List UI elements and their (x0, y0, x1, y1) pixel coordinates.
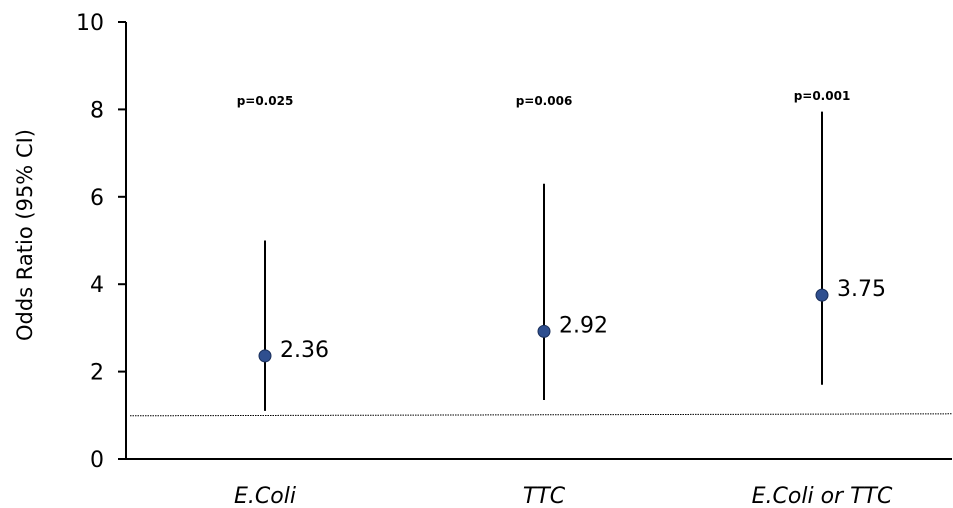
x-category-label: TTC (523, 484, 566, 508)
y-tick-label: 6 (90, 186, 104, 211)
data-point-marker (258, 349, 272, 363)
data-points: 2.36 p=0.025 E.Coli 2.92 p=0.006 TTC 3.75 p=0.0… (234, 89, 893, 508)
axes (125, 22, 952, 460)
data-point-group: 2.36 p=0.025 E.Coli (234, 94, 329, 508)
data-point-marker (537, 324, 551, 338)
data-point-group: 3.75 p=0.001 E.Coli or TTC (752, 89, 893, 508)
p-value-label: p=0.025 (237, 94, 294, 108)
x-category-label: E.Coli (234, 484, 296, 508)
y-tick-label: 4 (90, 273, 104, 298)
reference-line-group (129, 413, 953, 417)
x-category-label: E.Coli or TTC (752, 484, 893, 508)
data-value-label: 2.92 (559, 313, 608, 338)
data-value-label: 2.36 (280, 338, 329, 363)
y-tick-label: 0 (90, 448, 104, 473)
y-axis-title: Odds Ratio (95% CI) (13, 129, 37, 341)
reference-line (129, 413, 953, 417)
y-ticks: 0 2 4 6 8 10 (76, 11, 126, 473)
y-tick-label: 8 (90, 98, 104, 123)
p-value-label: p=0.006 (516, 94, 573, 108)
data-point-group: 2.92 p=0.006 TTC (516, 94, 608, 508)
p-value-label: p=0.001 (794, 89, 851, 103)
y-tick-label: 2 (90, 361, 104, 386)
data-value-label: 3.75 (837, 277, 886, 302)
y-tick-label: 10 (76, 11, 104, 36)
data-point-marker (815, 288, 829, 302)
